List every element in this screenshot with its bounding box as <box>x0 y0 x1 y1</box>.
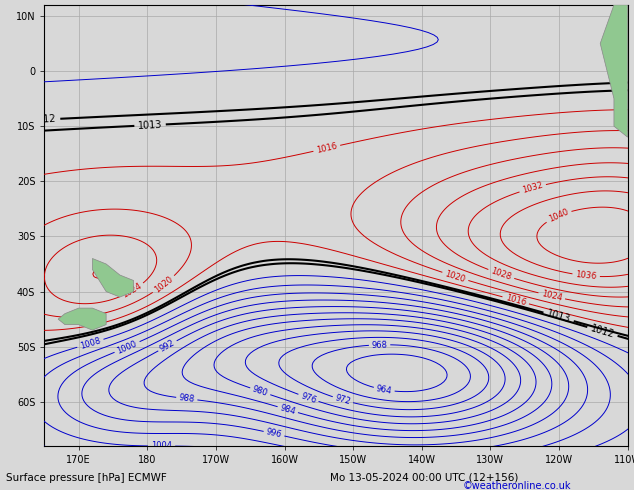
Text: 964: 964 <box>375 384 393 395</box>
Text: 1008: 1008 <box>629 456 634 470</box>
Polygon shape <box>600 5 628 137</box>
Text: 996: 996 <box>265 428 283 440</box>
Text: 1020: 1020 <box>153 274 175 294</box>
Text: 1016: 1016 <box>504 293 527 307</box>
Text: 1000: 1000 <box>115 339 139 355</box>
Text: 968: 968 <box>372 340 387 349</box>
Text: Surface pressure [hPa] ECMWF: Surface pressure [hPa] ECMWF <box>6 473 167 483</box>
Text: 1013: 1013 <box>138 120 162 131</box>
Polygon shape <box>93 259 134 297</box>
Text: 1004: 1004 <box>151 441 172 451</box>
Text: 1024: 1024 <box>120 282 143 300</box>
Text: 1032: 1032 <box>521 181 544 195</box>
Text: 1012: 1012 <box>32 114 57 125</box>
Text: 1028: 1028 <box>489 267 513 282</box>
Text: 1008: 1008 <box>79 336 102 351</box>
Text: 972: 972 <box>334 393 352 407</box>
Text: 984: 984 <box>279 403 297 416</box>
Text: 992: 992 <box>158 338 176 354</box>
Text: 1040: 1040 <box>547 207 570 224</box>
Text: 1012: 1012 <box>589 323 616 340</box>
Text: 988: 988 <box>178 393 195 404</box>
Text: 1036: 1036 <box>575 270 597 281</box>
Text: 1016: 1016 <box>316 142 338 155</box>
Text: 1008: 1008 <box>192 0 214 5</box>
Text: 1013: 1013 <box>545 309 572 325</box>
Text: 976: 976 <box>299 391 318 405</box>
Text: ©weatheronline.co.uk: ©weatheronline.co.uk <box>463 481 571 490</box>
Text: Mo 13-05-2024 00:00 UTC (12+156): Mo 13-05-2024 00:00 UTC (12+156) <box>330 473 518 483</box>
Text: 1008: 1008 <box>276 469 299 482</box>
Text: 1020: 1020 <box>444 269 467 284</box>
Text: 1012: 1012 <box>82 476 108 489</box>
Text: 980: 980 <box>251 385 269 398</box>
Text: 1024: 1024 <box>540 289 563 303</box>
Polygon shape <box>58 308 106 330</box>
